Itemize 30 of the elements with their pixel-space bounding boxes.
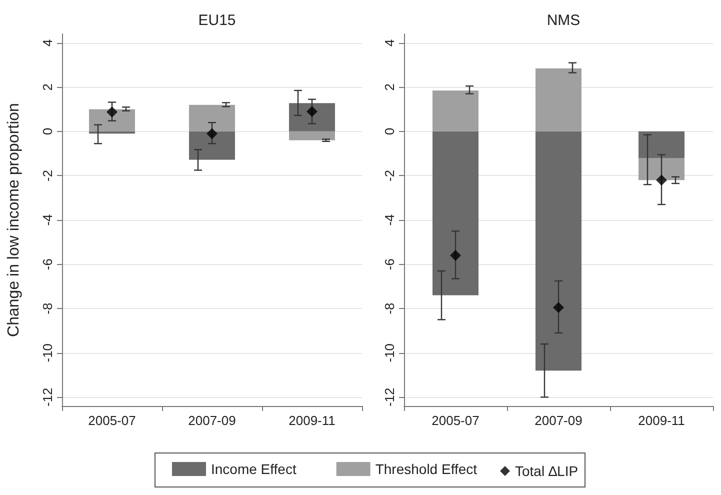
y-tick-label: -6 <box>382 258 397 270</box>
y-tick-label: -10 <box>40 343 55 362</box>
x-tick-label: 2007-09 <box>188 413 236 428</box>
y-tick-label: -8 <box>40 302 55 314</box>
legend-label: Total ∆LIP <box>515 463 578 479</box>
y-tick-label: 0 <box>40 128 55 136</box>
y-tick-label: -12 <box>40 388 55 407</box>
y-tick-label: 0 <box>382 128 397 136</box>
legend-label: Threshold Effect <box>375 461 478 477</box>
y-tick-label: 4 <box>40 39 55 46</box>
x-tick-label: 2009-11 <box>638 413 685 428</box>
y-tick-label: -12 <box>382 388 397 407</box>
x-tick-label: 2007-09 <box>534 413 582 428</box>
y-tick-label: -8 <box>382 302 397 314</box>
x-tick-label: 2005-07 <box>432 413 480 428</box>
y-tick-label: -2 <box>40 170 55 182</box>
chart-title: NMS <box>546 12 580 29</box>
y-axis-title: Change in low income proportion <box>6 103 22 337</box>
y-tick-label: 2 <box>40 84 55 91</box>
y-tick-label: 2 <box>382 84 397 91</box>
y-tick-label: -10 <box>382 343 397 362</box>
chart-title: EU15 <box>198 12 236 29</box>
legend-label: Income Effect <box>211 461 296 477</box>
x-tick-label: 2005-07 <box>88 413 136 428</box>
y-tick-label: -6 <box>40 258 55 270</box>
x-tick-label: 2009-11 <box>288 413 336 428</box>
y-tick-label: 4 <box>382 39 397 46</box>
y-tick-label: -4 <box>40 214 55 226</box>
y-tick-label: -4 <box>382 214 397 226</box>
y-tick-label: -2 <box>382 170 397 182</box>
